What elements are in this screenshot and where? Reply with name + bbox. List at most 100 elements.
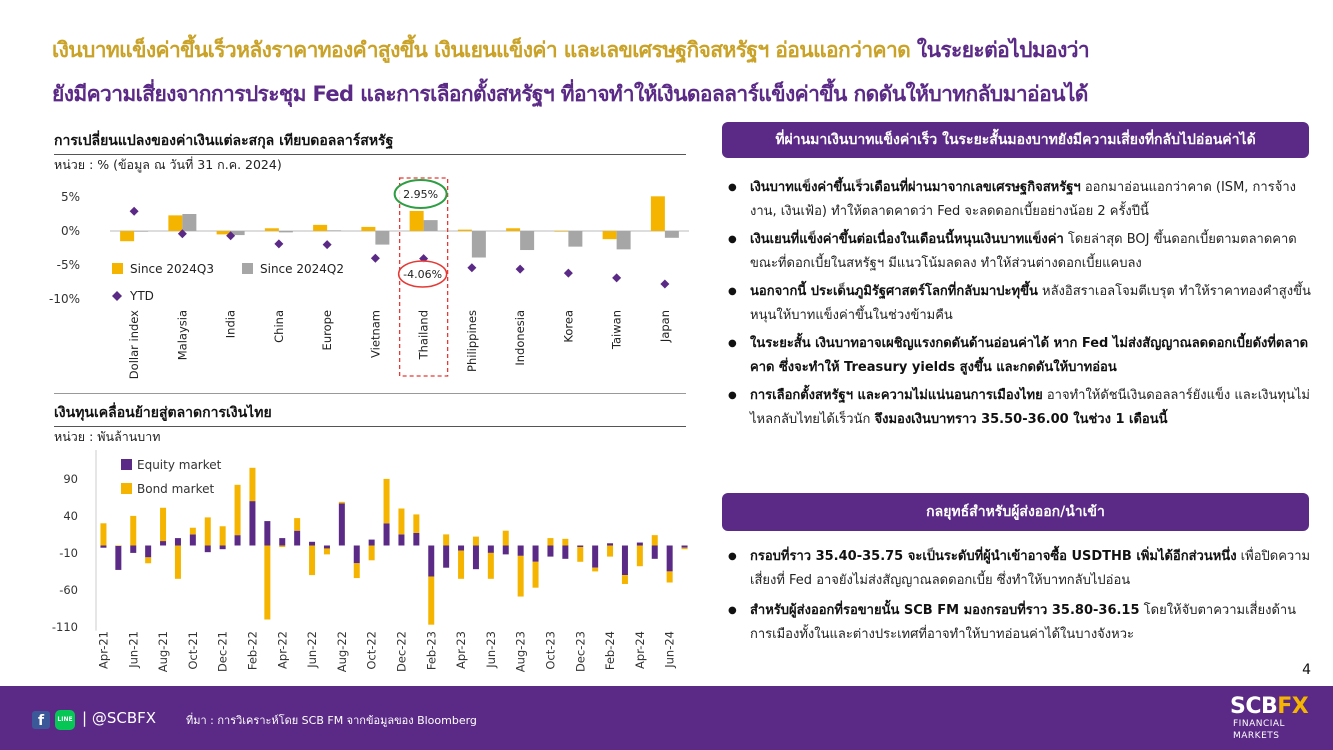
bar-equity-market xyxy=(428,545,435,577)
annotation-circle-high xyxy=(393,179,448,209)
bar-equity-market xyxy=(532,545,539,562)
headline-line-1: เงินบาทแข็งค่าขึ้นเร็วหลังราคาทองคำสูงขึ… xyxy=(52,34,1312,67)
bar-equity-market xyxy=(577,545,584,547)
x-tick-label: Aug-21 xyxy=(156,631,170,672)
y-tick-label: -10% xyxy=(49,292,80,306)
legend-label-q2: Since 2024Q2 xyxy=(260,262,344,276)
bar-bond-market xyxy=(621,575,628,584)
bar-since-2024q2 xyxy=(230,231,245,236)
bar-equity-market xyxy=(279,538,286,546)
bar-since-2024q3 xyxy=(409,210,424,231)
bar-equity-market xyxy=(368,539,375,546)
bar-bond-market xyxy=(458,550,465,579)
chart2-unit: หน่วย : พันล้านบาท xyxy=(54,429,161,444)
bar-bond-market xyxy=(383,478,390,524)
bar-equity-market xyxy=(323,545,330,549)
legend-swatch-q2 xyxy=(242,263,253,274)
bar-since-2024q2 xyxy=(423,220,438,231)
bar-bond-market xyxy=(130,515,137,546)
bar-equity-market xyxy=(174,538,181,546)
x-tick-label: Oct-23 xyxy=(543,631,557,670)
bar-equity-market xyxy=(294,530,301,546)
bar-equity-market xyxy=(547,545,554,557)
bar-equity-market xyxy=(204,545,211,553)
x-tick-label: Dec-23 xyxy=(573,631,587,672)
strategy-banner: กลยุทธ์สำหรับผู้ส่งออก/นำเข้า xyxy=(722,493,1309,531)
y-tick-label: 40 xyxy=(63,509,78,523)
line-icon[interactable]: LINE xyxy=(55,710,75,730)
strategy-bullet: สำหรับผู้ส่งออกที่รอขายนั้น SCB FM มองกร… xyxy=(728,599,1313,647)
legend-marker-ytd xyxy=(112,291,122,301)
bar-bond-market xyxy=(681,547,688,550)
legend-label-equity: Equity market xyxy=(137,458,222,472)
bar-since-2024q3 xyxy=(602,231,617,240)
bar-equity-market xyxy=(160,541,167,546)
outlook-bullet: การเลือกตั้งสหรัฐฯ และความไม่แน่นอนการเม… xyxy=(728,384,1313,432)
strategy-bullets: กรอบที่ราว 35.40-35.75 จะเป็นระดับที่ผู้… xyxy=(728,545,1313,653)
bar-since-2024q2 xyxy=(664,231,679,238)
legend-swatch-equity xyxy=(121,459,132,470)
bar-bond-market xyxy=(294,518,301,531)
bar-bond-market xyxy=(443,534,450,546)
bar-bond-market xyxy=(562,538,569,546)
bar-since-2024q2 xyxy=(375,231,390,245)
bar-equity-market xyxy=(443,545,450,568)
bar-since-2024q2 xyxy=(568,231,583,247)
y-tick-label: -110 xyxy=(52,620,78,634)
logo-line-markets: MARKETS xyxy=(1233,731,1280,741)
social-handle[interactable]: | @SCBFX xyxy=(82,709,157,727)
bar-since-2024q3 xyxy=(216,231,231,235)
bar-equity-market xyxy=(681,545,688,548)
bar-equity-market xyxy=(666,545,673,572)
x-tick-label: Dec-22 xyxy=(394,631,408,672)
bar-bond-market xyxy=(547,538,554,546)
bar-equity-market xyxy=(249,501,256,546)
x-tick-label: Jun-23 xyxy=(484,631,498,669)
bar-equity-market xyxy=(219,545,226,550)
outlook-bullet: ในระยะสั้น เงินบาทอาจเผชิญแรงกดดันด้านอ่… xyxy=(728,332,1313,380)
legend-label-q3: Since 2024Q3 xyxy=(130,262,214,276)
y-tick-label: -10 xyxy=(59,546,78,560)
x-tick-label: Jun-21 xyxy=(126,631,140,669)
headline-part-2: ในระยะต่อไปมองว่า xyxy=(916,38,1090,62)
y-tick-label: 5% xyxy=(61,190,80,204)
x-tick-label: Jun-24 xyxy=(663,631,677,669)
bar-equity-market xyxy=(130,545,137,553)
legend-swatch-bond xyxy=(121,483,132,494)
bar-since-2024q2 xyxy=(327,230,342,231)
annotation-low-label: -4.06% xyxy=(403,268,442,281)
bar-bond-market xyxy=(428,576,435,625)
bar-since-2024q3 xyxy=(313,224,328,231)
x-tick-label: Jun-22 xyxy=(305,631,319,669)
bar-since-2024q3 xyxy=(457,229,472,231)
bar-equity-market xyxy=(621,545,628,576)
bar-equity-market xyxy=(458,545,465,551)
bar-equity-market xyxy=(517,545,524,556)
bar-since-2024q3 xyxy=(506,228,521,231)
x-tick-label: Feb-22 xyxy=(245,631,259,670)
ytd-marker xyxy=(274,239,284,249)
bar-since-2024q2 xyxy=(182,214,197,231)
bar-since-2024q2 xyxy=(278,231,293,233)
bar-bond-market xyxy=(338,501,345,504)
bar-bond-market xyxy=(607,545,614,557)
bar-bond-market xyxy=(413,514,420,533)
bar-equity-market xyxy=(100,545,107,548)
bar-bond-market xyxy=(189,527,196,535)
ytd-marker xyxy=(226,231,236,241)
bar-equity-market xyxy=(189,534,196,546)
bar-equity-market xyxy=(607,543,614,546)
x-tick-label: Oct-22 xyxy=(365,631,379,670)
bar-equity-market xyxy=(264,521,271,546)
chart2-title: เงินทุนเคลื่อนย้ายสู่ตลาดการเงินไทย xyxy=(54,402,686,427)
bar-bond-market xyxy=(249,467,256,502)
x-tick-label: Oct-21 xyxy=(186,631,200,670)
bar-bond-market xyxy=(323,548,330,555)
bar-since-2024q3 xyxy=(650,196,665,231)
x-tick-label: Vietnam xyxy=(368,310,382,358)
strategy-bullet: กรอบที่ราว 35.40-35.75 จะเป็นระดับที่ผู้… xyxy=(728,545,1313,593)
bar-since-2024q2 xyxy=(471,231,486,258)
chart1-title: การเปลี่ยนแปลงของค่าเงินแต่ละสกุล เทียบด… xyxy=(54,130,686,155)
facebook-icon[interactable]: f xyxy=(32,711,50,729)
fund-flow-chart: 90 40 -10 -60 -110 Apr-21 Jun-21 Aug-21 Oct-21 De… xyxy=(52,450,688,672)
